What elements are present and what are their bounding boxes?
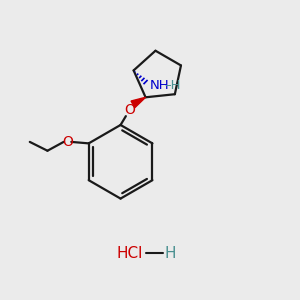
- Text: O: O: [62, 135, 73, 149]
- Text: NH: NH: [150, 79, 169, 92]
- Text: –H: –H: [164, 79, 181, 92]
- Text: HCl: HCl: [116, 246, 142, 261]
- Polygon shape: [131, 97, 146, 108]
- Text: H: H: [165, 246, 176, 261]
- Text: O: O: [124, 103, 135, 117]
